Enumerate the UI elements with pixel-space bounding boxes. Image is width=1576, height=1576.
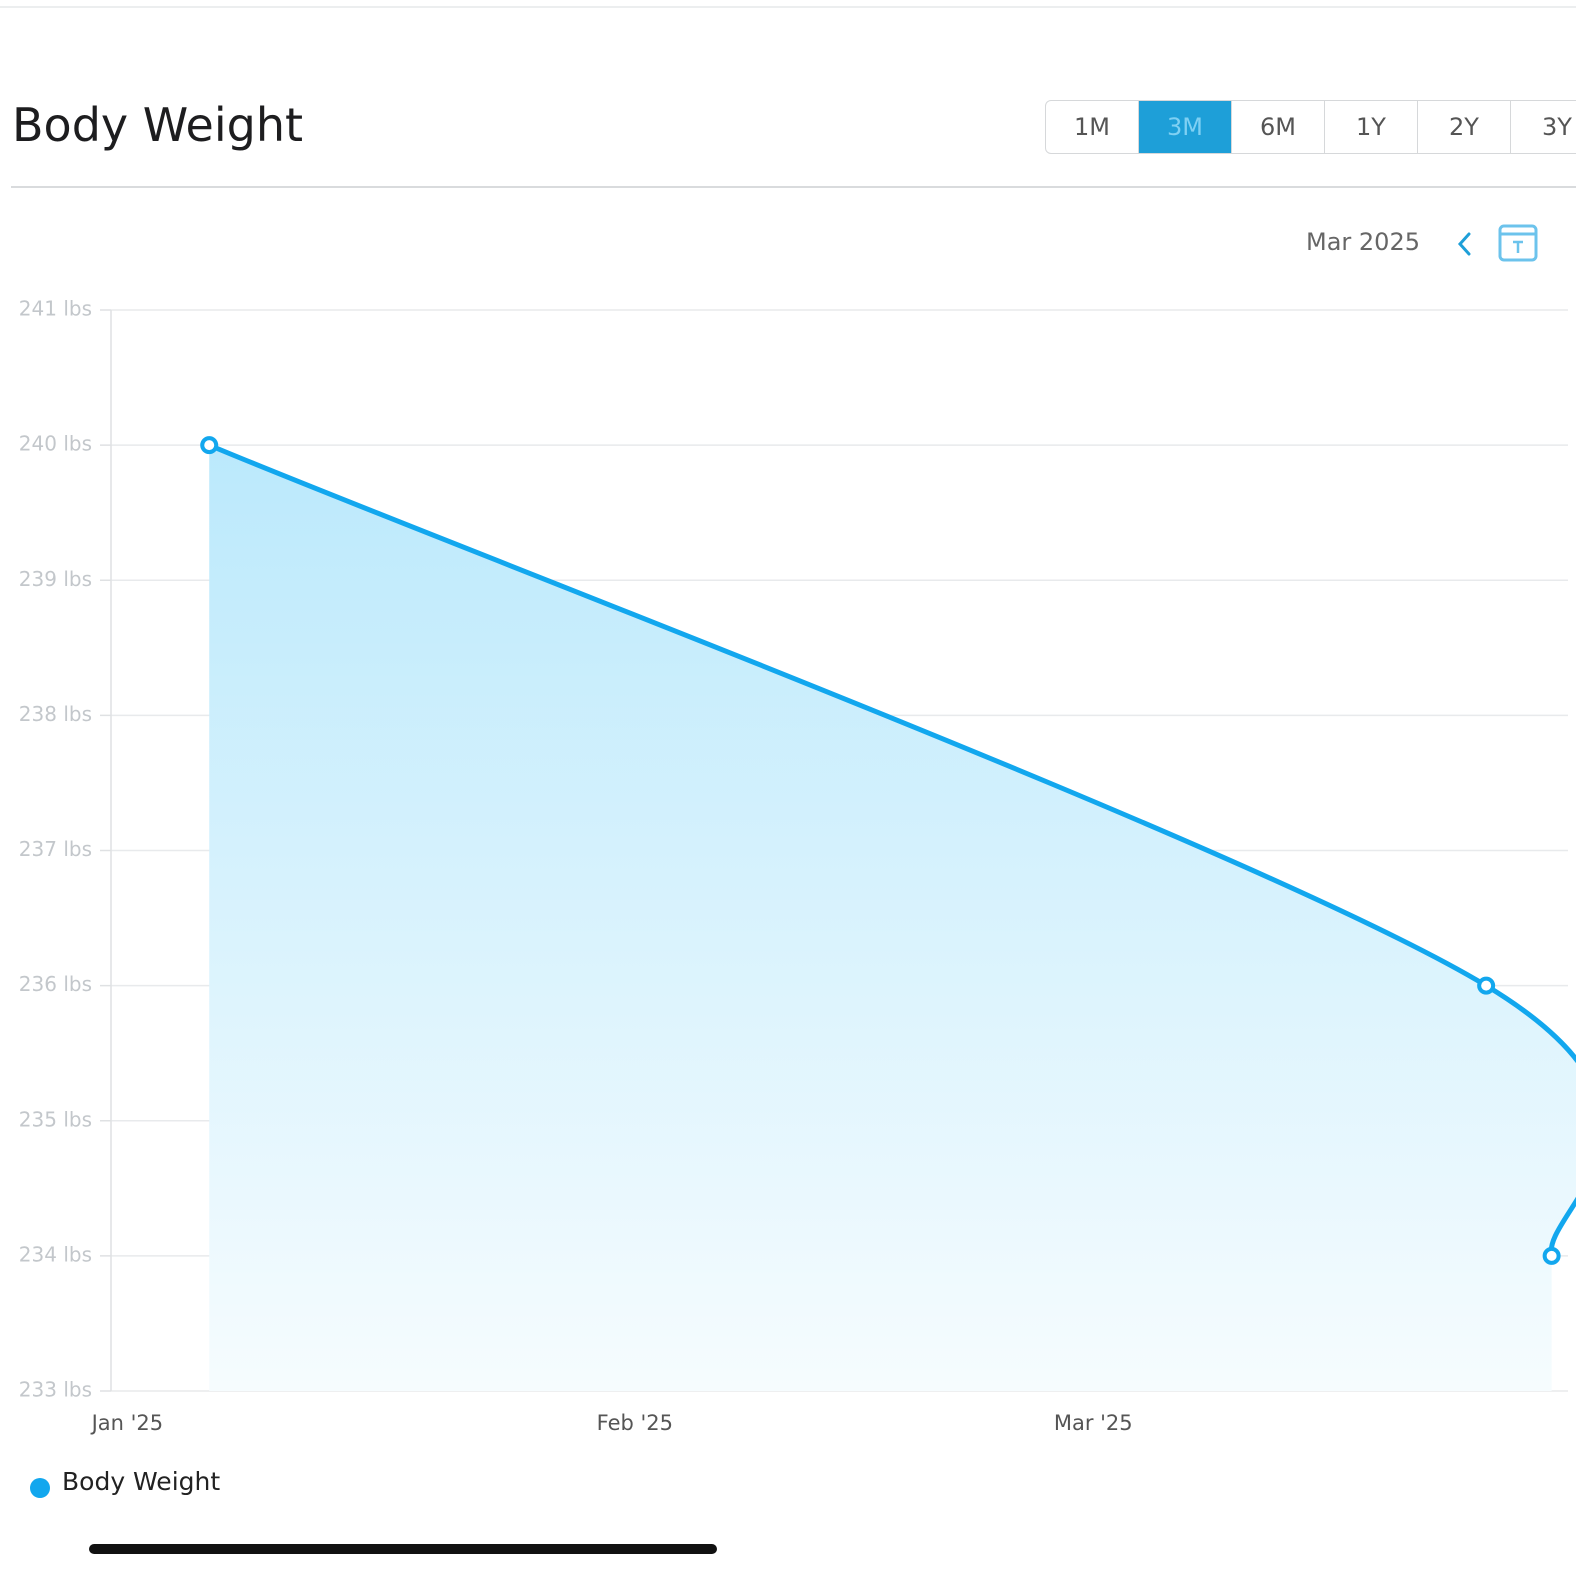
- range-button[interactable]: 6M: [1232, 101, 1325, 153]
- y-tick-label: 238 lbs: [19, 702, 92, 726]
- y-tick-label: 239 lbs: [19, 567, 92, 591]
- y-tick-label: 233 lbs: [19, 1378, 92, 1402]
- y-tick-label: 240 lbs: [19, 432, 92, 456]
- y-tick-label: 234 lbs: [19, 1242, 92, 1266]
- range-button[interactable]: 1M: [1046, 101, 1139, 153]
- period-label: Mar 2025: [1306, 228, 1420, 256]
- point: [1542, 1246, 1561, 1265]
- previous-button[interactable]: [1452, 230, 1478, 258]
- x-tick-label: Jan '25: [90, 1411, 164, 1435]
- point: [200, 436, 219, 455]
- line: [208, 442, 1576, 1257]
- range-button[interactable]: 3M: [1139, 101, 1232, 153]
- range-button[interactable]: 2Y: [1418, 101, 1511, 153]
- page-title: Body Weight: [12, 98, 304, 152]
- chart: 233 lbs 234 lbs 235 lbs 236 lbs 237 lbs 238 l…: [19, 297, 1576, 1498]
- range-selector: 1M 3M 6M 1Y 2Y 3Y: [1045, 100, 1576, 154]
- y-tick-label: 237 lbs: [19, 837, 92, 861]
- y-tick-label: 241 lbs: [19, 297, 92, 321]
- x-tick-label: Feb '25: [597, 1411, 673, 1435]
- range-button[interactable]: 1Y: [1325, 101, 1418, 153]
- area: [209, 445, 1576, 1391]
- point: [1477, 976, 1496, 995]
- calendar-button[interactable]: [1498, 222, 1540, 264]
- x-tick-label: Mar '25: [1054, 1411, 1133, 1435]
- separator: [11, 186, 1576, 188]
- top-border: [0, 6, 1576, 8]
- y-tick-label: 236 lbs: [19, 972, 92, 996]
- home-indicator: [89, 1544, 717, 1554]
- range-button[interactable]: 3Y: [1511, 101, 1576, 153]
- y-tick-label: 235 lbs: [19, 1107, 92, 1131]
- legend-marker: [30, 1478, 50, 1498]
- legend-label: Body Weight: [62, 1467, 220, 1496]
